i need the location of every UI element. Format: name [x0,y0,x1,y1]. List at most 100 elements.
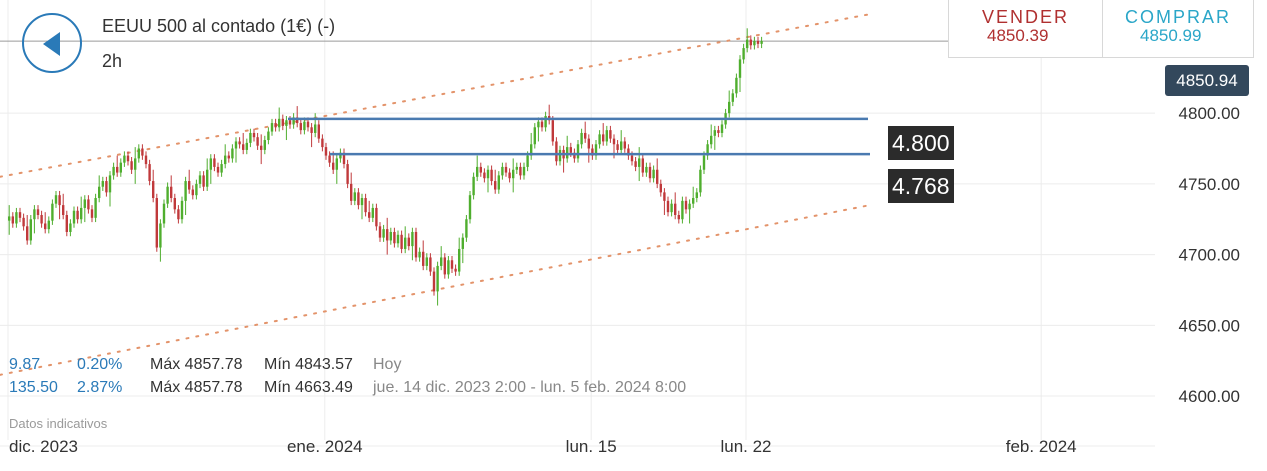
candle [522,162,526,180]
candle-body [126,155,130,162]
candle-body [386,229,389,241]
candle-body [209,158,212,170]
upper-level-label[interactable]: 4.800 [888,126,954,160]
candle [411,227,414,261]
candle [476,155,479,182]
candle-body [731,93,734,102]
candle [533,123,536,149]
candle-body [447,260,450,275]
candle-body [396,234,400,244]
candle-body [69,223,72,232]
candle-body [216,166,220,173]
candle-body [342,152,346,165]
candle [108,171,112,207]
candle-body [87,199,90,210]
candle [141,144,144,160]
candle-body [555,141,558,162]
candle-body [440,257,443,266]
candle [299,118,302,135]
candle-body [472,176,475,196]
candle-body [191,189,194,196]
candle [382,224,385,242]
candle-body [602,134,605,142]
lower-level-label[interactable]: 4.768 [888,169,954,203]
candle-body [458,248,461,272]
candle-body [375,207,378,227]
candle [735,73,738,98]
candle-body [40,215,43,224]
interval-label[interactable]: 2h [102,51,123,71]
candle-body [612,138,616,145]
candle [407,233,410,251]
candle-body [587,138,590,149]
candle-body [670,203,673,213]
candle [746,28,749,53]
candle-body [688,203,691,210]
candle-body [51,203,54,221]
sell-button[interactable]: VENDER 4850.39 [949,0,1102,58]
candle [692,186,695,208]
candle [256,132,259,150]
candle-body [332,162,335,170]
candle [566,135,569,163]
sell-label: VENDER [982,7,1070,27]
candle-body [522,166,526,176]
candle [490,165,493,186]
candle-body [558,149,562,162]
candle-body [310,127,313,133]
candle-body [713,130,716,136]
candle-body [58,195,61,206]
candle [152,169,155,203]
back-button[interactable] [22,13,82,73]
candle [26,215,29,245]
candle [202,171,205,191]
candle [400,230,403,254]
candle [674,192,677,220]
candle-body [364,198,367,213]
candle-body [137,148,140,159]
candle-body [285,120,288,126]
candle [353,188,356,206]
candle-body [450,260,454,269]
candle-body [274,123,277,128]
candle-body [648,166,652,179]
candle [605,125,608,146]
buy-button[interactable]: COMPRAR 4850.99 [1103,0,1256,58]
candle-body [728,101,731,114]
candle [29,215,32,245]
candle [681,196,684,224]
candle [263,135,266,155]
candle [94,193,97,223]
candle [314,113,317,138]
candle-body [256,137,259,146]
candle-body [180,200,184,220]
candle [436,261,439,306]
y-tick-label: 4650.00 [1179,316,1240,335]
candle-body [130,161,133,170]
candle-body [195,183,198,196]
range-change: 135.50 [9,379,58,396]
candle-body [83,199,86,208]
candle-body [263,140,266,150]
candle [494,169,497,194]
candle-body [501,166,504,176]
candle [710,124,713,149]
candle-body [756,41,760,44]
candle-body [116,166,119,173]
candle [519,162,522,180]
candle-body [321,138,324,148]
candle-body [490,169,493,182]
candle-body [576,144,580,159]
candle [252,128,256,142]
candle-body [29,219,32,241]
candle [530,132,533,160]
candle [562,145,565,173]
candle-body [306,121,310,128]
candle-body [605,130,608,142]
candle-body [33,209,36,220]
candle [310,123,313,148]
candle [213,154,216,172]
candle [173,193,176,214]
candle [663,188,666,215]
